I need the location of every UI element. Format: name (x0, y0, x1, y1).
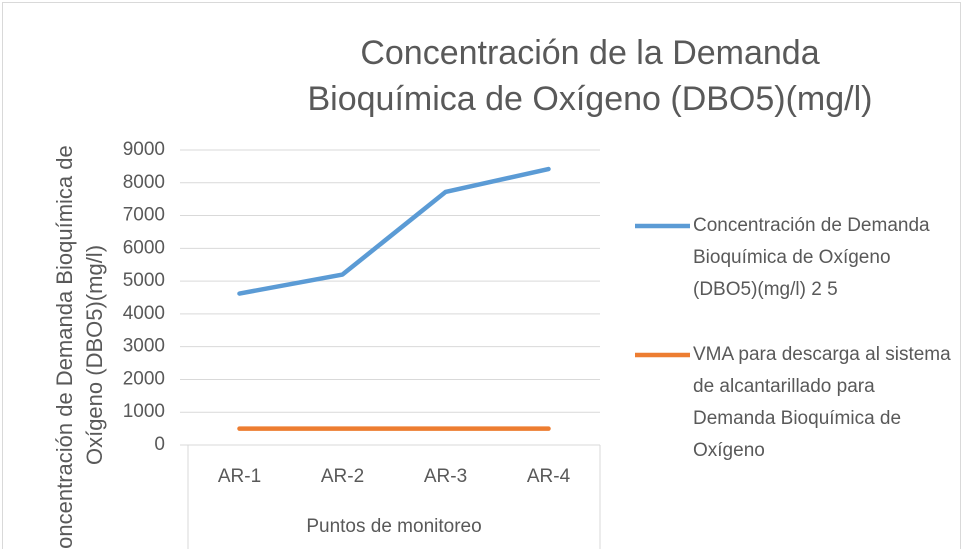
y-tick-label: 9000 (123, 139, 165, 160)
x-axis-title: Puntos de monitoreo (306, 516, 481, 537)
y-tick-label: 3000 (123, 336, 165, 357)
y-tick-label: 6000 (123, 237, 165, 258)
y-tick-label: 8000 (123, 172, 165, 193)
y-tick-label: 7000 (123, 205, 165, 226)
y-tick-label: 4000 (123, 303, 165, 324)
y-axis-title: Concentración de Demanda Bioquímica de O… (52, 145, 107, 549)
y-tick-label: 0 (154, 434, 165, 455)
chart-title: Concentración de la Demanda Bioquímica d… (307, 34, 873, 118)
x-tick-label: AR-4 (527, 466, 571, 487)
y-tick-label: 2000 (123, 368, 165, 389)
x-tick-label: AR-3 (424, 466, 467, 487)
legend-label: VMA para descarga al sistema de alcantar… (693, 344, 951, 461)
x-tick-label: AR-1 (218, 466, 261, 487)
x-tick-label: AR-2 (321, 466, 364, 487)
legend-label: Concentración de Demanda Bioquímica de O… (693, 215, 930, 300)
y-tick-label: 1000 (123, 401, 165, 422)
y-tick-label: 5000 (123, 270, 165, 291)
data-line (237, 166, 551, 296)
